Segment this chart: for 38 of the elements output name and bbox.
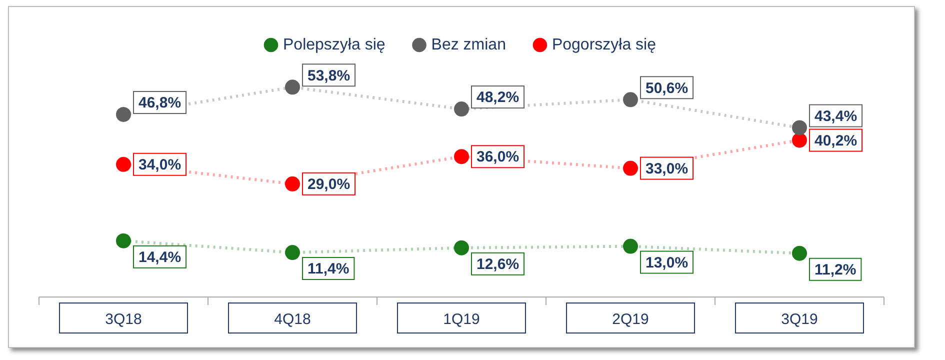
point [623,92,638,108]
data-label: 53,8% [308,67,350,84]
point [116,233,131,248]
point [285,176,300,192]
data-label: 50,6% [646,80,688,97]
data-label: 33,0% [646,160,688,178]
point [454,240,469,256]
data-label: 36,0% [476,148,520,166]
x-tick-label: 2Q19 [612,311,649,328]
point [285,245,300,260]
legend-label: Pogorszyła się [552,36,656,54]
point [116,156,131,172]
data-label: 40,2% [814,132,858,150]
point [285,80,300,95]
legend-label: Bez zmian [431,36,506,54]
x-tick-label: 3Q18 [105,311,142,328]
data-label: 34,0% [138,156,182,174]
data-label: 48,2% [476,89,520,106]
data-label: 29,0% [308,176,350,194]
data-label: 11,4% [308,260,350,278]
data-label: 14,4% [138,248,182,266]
data-label: 12,6% [476,256,520,273]
data-label: 46,8% [138,94,182,112]
point [454,149,469,164]
point [623,238,638,254]
data-label: 43,4% [814,108,858,125]
data-label: 11,2% [814,261,856,278]
point [623,160,638,176]
x-tick-label: 3Q19 [781,311,818,328]
legend-label: Polepszyła się [282,36,386,54]
point [792,246,807,261]
point [792,132,807,148]
data-label: 13,0% [646,254,688,272]
x-tick-label: 1Q19 [443,311,480,328]
x-tick-label: 4Q18 [274,311,311,328]
point [116,106,131,122]
point [454,102,469,117]
point [792,120,807,136]
